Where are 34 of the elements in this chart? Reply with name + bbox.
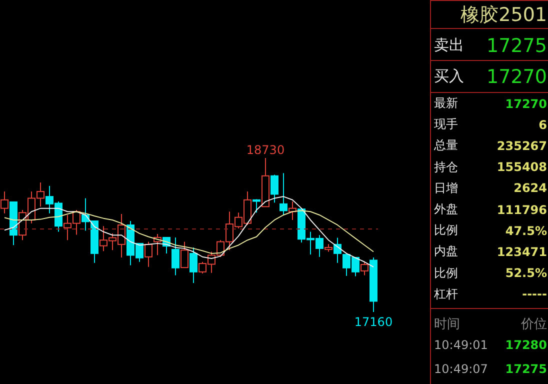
text: 47.5%: [505, 224, 547, 238]
text: 总量: [434, 137, 458, 154]
text: 持仓: [434, 158, 458, 176]
text: 155408: [496, 160, 547, 174]
text: 卖出: [434, 36, 464, 55]
candlestick: [172, 236, 180, 276]
text: 价位: [521, 316, 547, 333]
text: 外盘: [434, 201, 458, 218]
text: 2624: [514, 181, 547, 196]
annotation: 18730: [246, 143, 285, 157]
annotation: 17160: [354, 315, 393, 329]
text: 比例: [434, 264, 458, 282]
text: 123471: [496, 244, 547, 259]
text: 52.5%: [505, 266, 547, 280]
text: 17275: [486, 34, 547, 56]
text: 17280: [505, 338, 547, 352]
text: 买入: [434, 67, 464, 86]
text: 日增: [434, 180, 458, 197]
text: -----: [522, 287, 547, 302]
text: 最新: [434, 95, 458, 112]
text: 17270: [486, 66, 547, 88]
text: 6: [538, 118, 547, 132]
text: 橡胶2501: [431, 0, 548, 29]
text: 235267: [496, 138, 547, 153]
text: 10:49:01: [434, 338, 488, 352]
text: 10:49:07: [434, 362, 488, 376]
text: 17270: [505, 96, 547, 110]
text: 杠杆: [434, 286, 458, 303]
text: 内盘: [434, 243, 458, 260]
text: 111796: [496, 202, 547, 216]
text: 现手: [434, 116, 458, 134]
text: 比例: [434, 222, 458, 240]
text: 17275: [505, 362, 547, 376]
text: 时间: [434, 316, 460, 333]
